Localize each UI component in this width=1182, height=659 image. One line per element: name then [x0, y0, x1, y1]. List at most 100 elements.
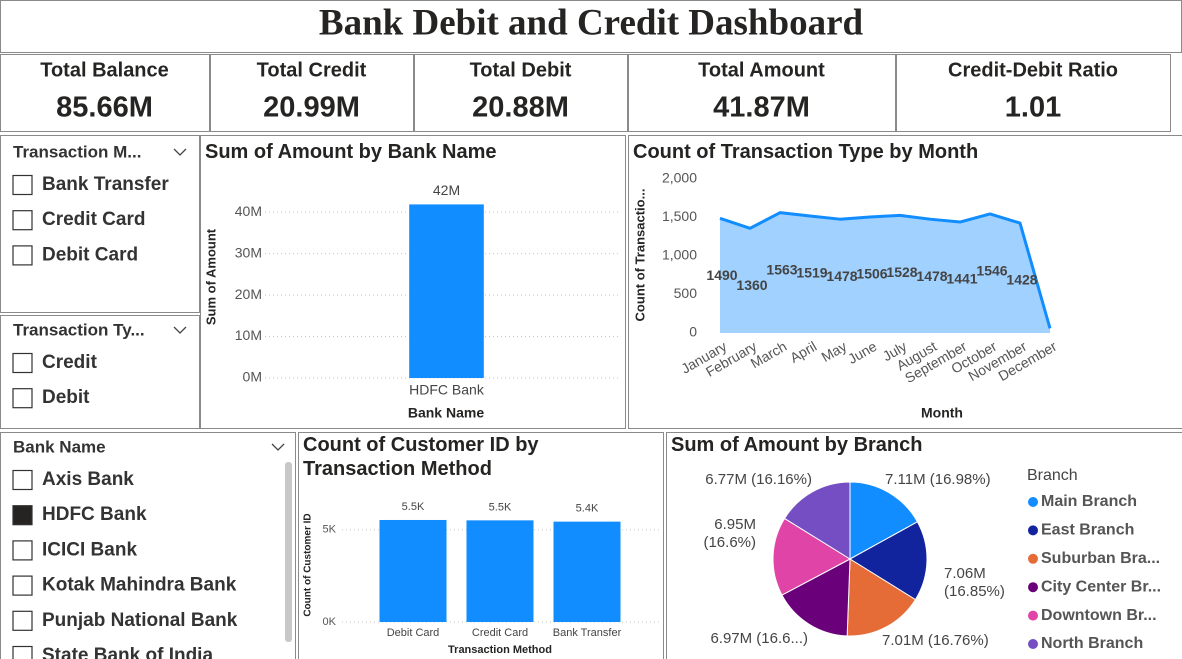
checkbox[interactable]	[12, 388, 33, 409]
dropdown-chevron[interactable]	[173, 148, 187, 156]
slicer-item[interactable]: Debit	[42, 387, 90, 408]
scrollbar[interactable]	[285, 462, 292, 642]
y-tick-label: 10M	[235, 327, 262, 343]
legend-swatch	[1028, 639, 1038, 649]
chart-title: Count of Transaction Type by Month	[633, 141, 979, 163]
legend-swatch	[1028, 497, 1038, 507]
dropdown-chevron[interactable]	[271, 443, 285, 451]
slicer-panel	[0, 432, 296, 659]
slicer-item[interactable]: HDFC Bank	[42, 504, 147, 525]
pie-slice[interactable]	[846, 558, 917, 637]
data-label: 7.11M (16.98%)	[885, 471, 991, 488]
legend-label[interactable]: City Center Br...	[1041, 578, 1161, 595]
bar[interactable]	[466, 520, 534, 622]
kpi-card	[0, 54, 210, 132]
kpi-value: 1.01	[1005, 92, 1061, 124]
legend-swatch	[1028, 582, 1038, 593]
data-label-box: 7.11M (16.98%)	[885, 471, 991, 488]
legend-label[interactable]: East Branch	[1041, 522, 1134, 539]
kpi-label: Total Debit	[470, 59, 572, 81]
area	[720, 212, 1050, 333]
legend-swatch	[1028, 553, 1038, 564]
checkbox[interactable]	[12, 469, 33, 491]
slicer-title: Transaction M...	[13, 142, 141, 161]
kpi-label: Credit-Debit Ratio	[948, 59, 1118, 81]
dashboard-title: Bank Debit and Credit Dashboard	[319, 2, 864, 43]
bar[interactable]	[379, 519, 447, 622]
kpi-label: Total Amount	[698, 59, 825, 81]
pie-slice[interactable]	[783, 481, 851, 560]
y-tick-label: 40M	[235, 203, 262, 219]
slicer-item[interactable]: Bank Transfer	[42, 174, 169, 195]
chart-title-box: Count of Transaction Type by Month	[633, 141, 979, 163]
checkbox[interactable]	[12, 540, 33, 561]
x-tick-label: Debit Card	[387, 627, 440, 639]
checkbox[interactable]	[12, 174, 33, 196]
chart-title-box: Count of Customer ID by Transaction Meth…	[303, 434, 539, 480]
legend-label[interactable]: Main Branch	[1041, 493, 1137, 510]
checkbox[interactable]	[12, 352, 33, 374]
y-tick-label: 1,000	[662, 247, 697, 263]
data-label: 1519	[796, 265, 827, 281]
kpi-value: 20.99M	[263, 92, 360, 124]
slicer-item[interactable]: ICICI Bank	[42, 539, 137, 560]
data-label: 1428	[1006, 272, 1037, 288]
data-label: 6.97M (16.6...)	[710, 630, 808, 647]
legend-label[interactable]: Downtown Br...	[1041, 607, 1157, 624]
data-label: 6.77M (16.16%)	[705, 471, 812, 488]
x-tick-label: Bank Transfer	[553, 627, 622, 639]
kpi-card	[628, 54, 896, 132]
checkbox[interactable]	[12, 210, 33, 231]
bar[interactable]	[409, 204, 484, 378]
chart-title-box: Sum of Amount by Bank Name	[205, 141, 497, 163]
bar[interactable]	[553, 521, 621, 622]
data-label-box: 6.77M (16.16%)	[705, 471, 812, 488]
data-label-box: 7.01M (16.76%)	[882, 632, 989, 649]
data-label-box: 7.06M (16.85%)	[944, 565, 1005, 600]
slicer-item[interactable]: Punjab National Bank	[42, 610, 238, 631]
data-label: 1360	[736, 277, 767, 293]
data-label: 1441	[946, 271, 977, 287]
checkbox[interactable]	[12, 505, 33, 526]
chart-panel	[628, 135, 1182, 429]
checkbox[interactable]	[12, 245, 33, 266]
checkbox[interactable]	[12, 645, 33, 659]
slicer-item[interactable]: Debit Card	[42, 244, 138, 265]
legend-label[interactable]: Suburban Bra...	[1041, 550, 1160, 567]
slicer-item[interactable]: State Bank of India	[42, 645, 213, 659]
slicer-title: Bank Name	[13, 437, 106, 456]
kpi-value: 41.87M	[713, 92, 810, 124]
data-label: 5.5K	[402, 501, 425, 513]
slicer-title: Transaction Ty...	[13, 320, 145, 339]
checkbox[interactable]	[12, 610, 33, 631]
data-label: 1490	[706, 267, 737, 283]
pie-slice[interactable]	[849, 481, 919, 560]
y-tick-label: 20M	[235, 286, 262, 302]
kpi-card	[896, 54, 1171, 132]
dropdown-chevron[interactable]	[173, 326, 187, 334]
data-label: 1478	[826, 268, 857, 284]
slicer-item[interactable]: Kotak Mahindra Bank	[42, 575, 237, 596]
kpi-label: Total Credit	[257, 59, 367, 81]
kpi-label: Total Balance	[40, 59, 169, 81]
data-label: 5.4K	[576, 503, 599, 515]
slicer-item[interactable]: Axis Bank	[42, 469, 134, 490]
kpi-value: 85.66M	[56, 92, 153, 124]
kpi-card	[414, 54, 628, 132]
y-tick-label: 0M	[243, 369, 262, 385]
pie-slice[interactable]	[772, 517, 852, 596]
data-label-box: 6.97M (16.6...)	[710, 630, 808, 647]
pie-slice[interactable]	[781, 558, 851, 637]
slicer-item[interactable]: Credit	[42, 352, 98, 373]
pie-slice[interactable]	[849, 521, 928, 601]
checkbox[interactable]	[12, 575, 33, 596]
legend-label[interactable]: North Branch	[1041, 635, 1143, 652]
y-axis-title: Count of Transactio...	[632, 189, 647, 322]
slicer-item[interactable]: Credit Card	[42, 209, 145, 230]
chart-title: Sum of Amount by Branch	[671, 434, 923, 456]
x-axis-title: Month	[921, 405, 963, 421]
data-label: 6.95M (16.6%)	[703, 516, 756, 551]
y-axis-title: Count of Customer ID	[303, 513, 314, 616]
data-label: 5.5K	[489, 501, 512, 513]
